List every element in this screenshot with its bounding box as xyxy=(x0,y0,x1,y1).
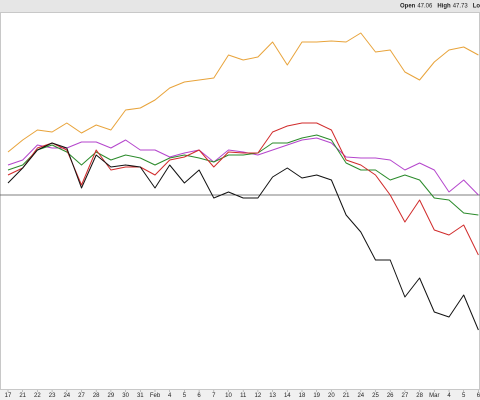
x-tick-label: 6 xyxy=(477,393,480,399)
x-tick-label: 21 xyxy=(19,393,26,399)
header-value: 47.06 xyxy=(417,4,433,10)
x-tick-label: 12 xyxy=(255,393,262,399)
series-line xyxy=(7,137,479,196)
series-line xyxy=(7,122,479,256)
x-tick-label: 5 xyxy=(183,393,187,399)
axis-strip xyxy=(0,390,480,400)
x-tick-label: 4 xyxy=(447,393,451,399)
header-bar xyxy=(0,0,480,12)
x-tick-label: 21 xyxy=(343,393,350,399)
x-tick-label: 13 xyxy=(269,393,276,399)
x-tick-label: 26 xyxy=(387,393,394,399)
header-label: Low xyxy=(473,4,480,10)
x-tick-label: 24 xyxy=(357,393,364,399)
header-label: Open xyxy=(400,4,416,10)
x-tick-label: Feb xyxy=(150,393,161,399)
x-tick-label: 4 xyxy=(168,393,172,399)
x-tick-label: 22 xyxy=(34,393,41,399)
series-line xyxy=(7,142,479,331)
x-tick-label: 27 xyxy=(78,393,85,399)
x-tick-label: 10 xyxy=(225,393,232,399)
x-tick-label: 24 xyxy=(63,393,70,399)
x-tick-label: 25 xyxy=(372,393,379,399)
x-tick-label: Mar xyxy=(429,393,439,399)
x-tick-label: 28 xyxy=(93,393,100,399)
x-tick-label: 27 xyxy=(402,393,409,399)
x-tick-label: 28 xyxy=(416,393,423,399)
x-tick-label: 20 xyxy=(328,393,335,399)
x-tick-label: 29 xyxy=(108,393,115,399)
x-tick-label: 31 xyxy=(137,393,144,399)
x-tick-label: 5 xyxy=(462,393,466,399)
x-tick-label: 6 xyxy=(197,393,201,399)
x-tick-label: 19 xyxy=(313,393,320,399)
x-tick-label: 14 xyxy=(284,393,291,399)
x-tick-label: 17 xyxy=(5,393,12,399)
series-line xyxy=(7,134,479,216)
header-value: 47.73 xyxy=(453,4,469,10)
x-tick-label: 7 xyxy=(212,393,216,399)
x-tick-label: 30 xyxy=(122,393,129,399)
x-tick-label: 23 xyxy=(49,393,56,399)
x-tick-label: 11 xyxy=(240,393,247,399)
x-tick-label: 18 xyxy=(299,393,306,399)
header-label: High xyxy=(437,4,451,10)
series-line xyxy=(7,32,479,153)
